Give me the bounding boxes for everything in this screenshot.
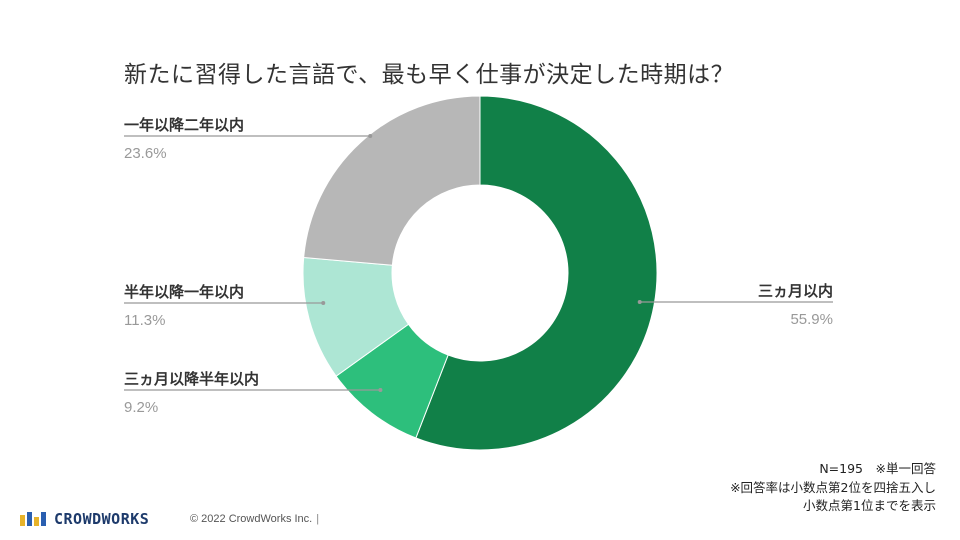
copyright-separator: |: [316, 513, 320, 525]
slice-label-1: 三ヵ月以内: [758, 282, 833, 300]
slice-value-3: 11.3%: [124, 312, 165, 329]
leader-dot-3: [321, 301, 326, 305]
slice-label-4: 一年以降二年以内: [124, 116, 244, 134]
rounding-note-line1: ※回答率は小数点第2位を四捨五入し: [730, 480, 936, 495]
copyright-text: © 2022 CrowdWorks Inc.: [190, 513, 313, 525]
chart-title: 新たに習得した言語で、最も早く仕事が決定した時期は？: [124, 62, 735, 88]
slices: [302, 95, 658, 451]
leader-dot-4: [368, 134, 373, 138]
slice-label-2: 三ヵ月以降半年以内: [124, 370, 259, 388]
leader-dot-2: [378, 388, 383, 392]
slice-value-4: 23.6%: [124, 145, 167, 162]
slice-value-1: 55.9%: [790, 311, 833, 328]
slice-value-2: 9.2%: [124, 399, 158, 416]
rounding-note-line2: 小数点第1位までを表示: [803, 498, 936, 513]
copyright: © 2022 CrowdWorks Inc. |: [190, 513, 319, 525]
sample-size-note: N=195 ※単一回答: [819, 461, 936, 476]
crowdworks-logo-icon: [20, 512, 46, 526]
slice-label-3: 半年以降一年以内: [124, 283, 244, 301]
slice-labels: 三ヵ月以内 55.9% 三ヵ月以降半年以内 9.2% 半年以降一年以内 11.3% 一年以降…: [124, 116, 833, 416]
brand: CROWDWORKS: [20, 510, 149, 528]
slice-1: [415, 95, 658, 451]
brand-name: CROWDWORKS: [54, 510, 150, 528]
slice-4: [303, 95, 481, 266]
leader-dot-1: [637, 300, 642, 304]
